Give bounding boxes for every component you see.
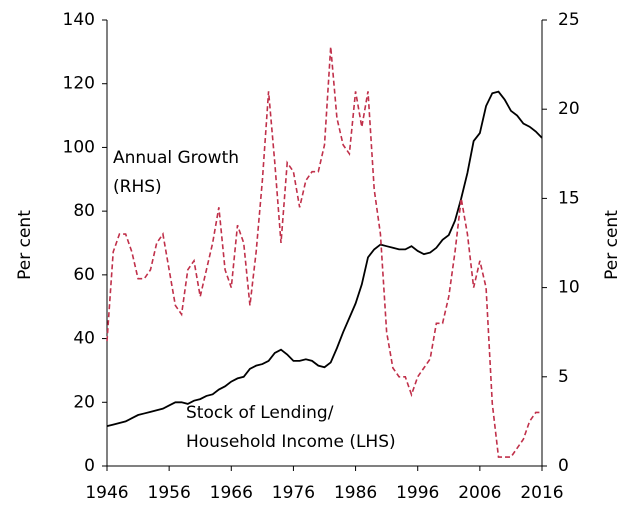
data-line <box>106 90 543 428</box>
y2-tick-label: 25 <box>558 10 580 30</box>
y2-tick-label: 15 <box>558 188 580 208</box>
y-tick-label: 140 <box>63 10 95 30</box>
y2-tick-label: 10 <box>558 278 580 298</box>
x-tick-label: 2006 <box>458 483 501 503</box>
y-tick-label: 40 <box>73 329 95 349</box>
x-tick-label: 1986 <box>334 483 377 503</box>
y2-tick-label: 20 <box>558 99 580 119</box>
x-tick-label: 1966 <box>210 483 253 503</box>
data-line <box>106 46 542 458</box>
y-tick-label: 0 <box>84 456 95 476</box>
x-tick-label: 1946 <box>85 483 128 503</box>
x-tick-label: 1976 <box>272 483 315 503</box>
y2-axis-label: Per cent <box>602 210 622 280</box>
y-axis-label: Per cent <box>15 210 35 280</box>
y-tick-label: 60 <box>73 265 95 285</box>
y2-tick-label: 5 <box>558 367 569 387</box>
y2-tick-label: 0 <box>558 456 569 476</box>
x-tick-label: 2016 <box>520 483 563 503</box>
annotation: Household Income (LHS) <box>186 432 396 452</box>
y-tick-label: 120 <box>63 74 95 94</box>
annotation: Stock of Lending/ <box>186 403 334 423</box>
annotation: (RHS) <box>113 177 162 197</box>
y-tick-label: 80 <box>73 201 95 221</box>
y-tick-label: 100 <box>63 137 95 157</box>
y-tick-label: 20 <box>73 392 95 412</box>
x-tick-label: 1996 <box>396 483 439 503</box>
x-tick-label: 1956 <box>148 483 191 503</box>
annotation: Annual Growth <box>113 148 239 168</box>
